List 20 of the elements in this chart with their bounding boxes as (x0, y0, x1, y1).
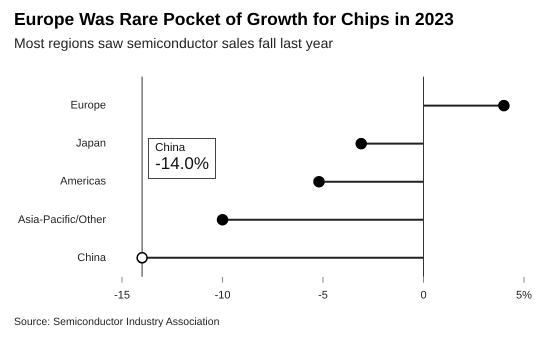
point (313, 176, 325, 188)
y-tick-label: Europe (70, 100, 106, 112)
annotation: -14.0% (155, 154, 209, 174)
point (498, 100, 510, 112)
x-tick-label: -5 (318, 289, 328, 302)
x-tick-label: -10 (214, 289, 230, 302)
y-tick-label: Americas (60, 176, 107, 188)
annotation: China (155, 142, 186, 154)
point (216, 214, 228, 226)
x-tick-label: 0 (420, 289, 427, 302)
x-tick-label: 5% (516, 289, 532, 302)
point (355, 138, 367, 150)
x-tick-label: -15 (114, 289, 130, 302)
source-note: Source: Semiconductor Industry Association (14, 316, 220, 328)
y-tick-label: Asia-Pacific/Other (18, 214, 106, 226)
point (136, 252, 148, 264)
y-tick-label: China (77, 252, 107, 264)
y-tick-label: Japan (76, 138, 106, 150)
chart-title: Europe Was Rare Pocket of Growth for Chips in 2023 (14, 9, 454, 30)
chart-subtitle: Most regions saw semiconductor sales fall last year (14, 35, 334, 51)
